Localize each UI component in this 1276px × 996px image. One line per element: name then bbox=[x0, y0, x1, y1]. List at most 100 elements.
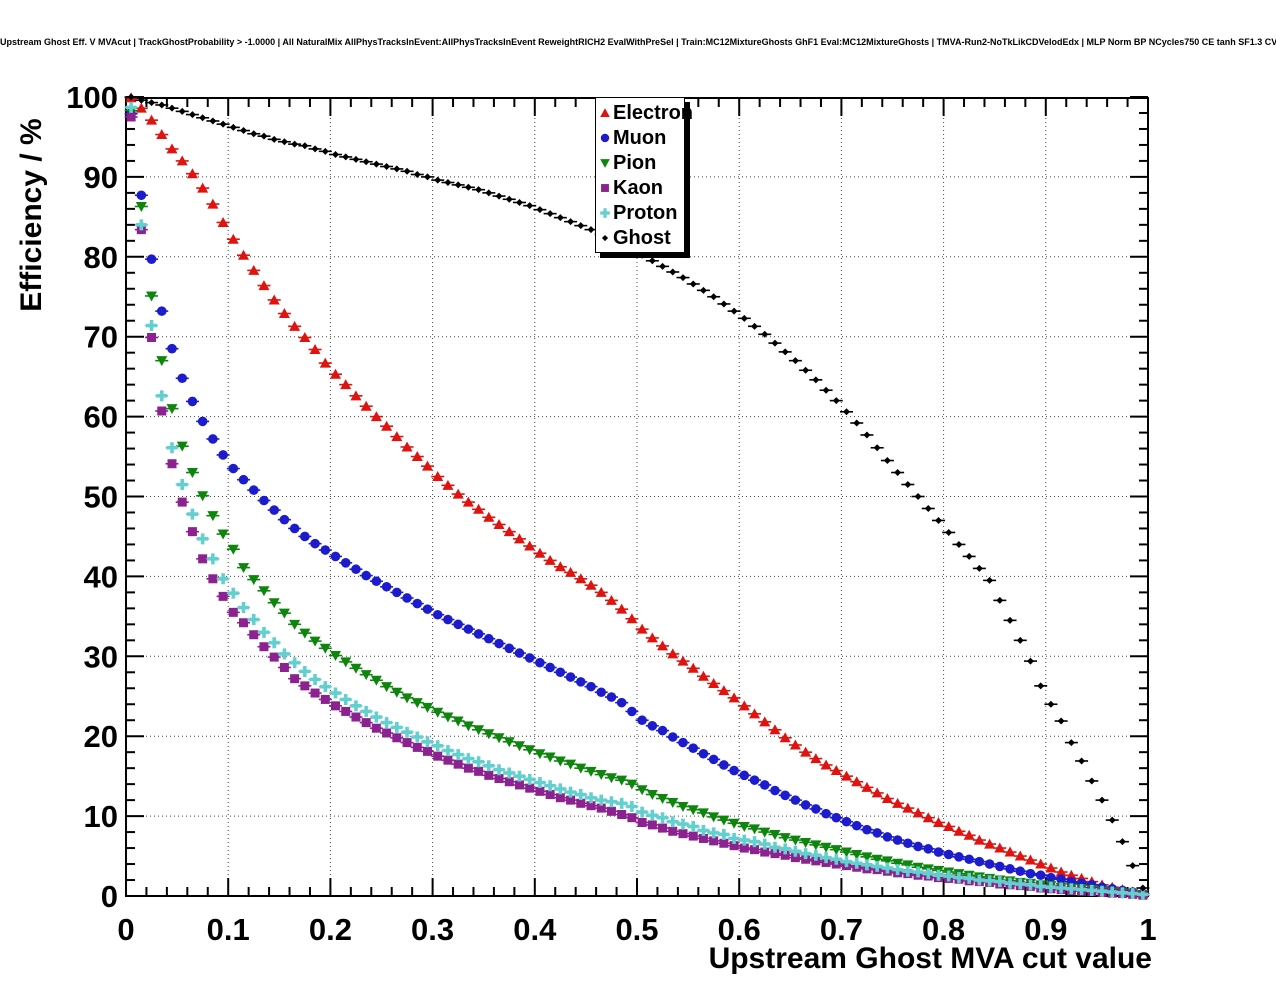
circle-marker bbox=[463, 624, 474, 634]
diamond-marker bbox=[270, 135, 278, 143]
triangle-up-marker bbox=[227, 233, 239, 244]
triangle-up-marker bbox=[973, 834, 985, 845]
triangle-up-marker bbox=[197, 182, 209, 193]
diamond-marker bbox=[1026, 657, 1034, 665]
plus-marker bbox=[657, 812, 669, 824]
triangle-up-marker bbox=[370, 411, 382, 422]
triangle-down-marker bbox=[135, 201, 147, 212]
triangle-down-marker bbox=[749, 824, 761, 835]
plus-marker bbox=[1116, 887, 1128, 899]
triangle-up-marker bbox=[289, 320, 301, 331]
triangle-up-marker bbox=[871, 787, 883, 798]
triangle-up-marker bbox=[779, 732, 791, 743]
triangle-up-marker bbox=[554, 561, 566, 572]
square-marker bbox=[601, 183, 609, 192]
square-marker bbox=[494, 774, 504, 784]
plus-marker bbox=[309, 673, 321, 685]
triangle-up-marker bbox=[769, 724, 781, 735]
circle-marker bbox=[300, 531, 310, 542]
circle-marker bbox=[177, 373, 188, 384]
triangle-up-marker bbox=[186, 168, 198, 179]
y-tick-label: 30 bbox=[84, 639, 118, 674]
plus-marker bbox=[156, 390, 168, 402]
plus-marker bbox=[871, 860, 883, 872]
square-marker bbox=[566, 795, 576, 805]
diamond-marker bbox=[250, 130, 258, 138]
legend-label: Electron bbox=[613, 101, 694, 124]
plus-marker bbox=[381, 717, 393, 729]
circle-marker bbox=[739, 770, 750, 781]
plus-marker bbox=[1065, 883, 1077, 895]
diamond-marker bbox=[567, 218, 575, 226]
diamond-marker bbox=[832, 397, 840, 405]
triangle-down-marker bbox=[176, 441, 188, 452]
circle-marker bbox=[412, 598, 423, 609]
triangle-down-marker bbox=[207, 511, 219, 522]
diamond-marker bbox=[321, 147, 329, 155]
triangle-up-icon bbox=[600, 107, 610, 117]
circle-marker bbox=[187, 396, 198, 407]
circle-marker bbox=[749, 775, 760, 785]
x-axis-title: Upstream Ghost MVA cut value bbox=[708, 942, 1152, 975]
plus-marker bbox=[217, 573, 229, 585]
triangle-up-marker bbox=[217, 216, 229, 227]
square-marker bbox=[187, 527, 197, 537]
square-marker bbox=[555, 793, 565, 803]
diamond-marker bbox=[383, 163, 391, 171]
circle-marker bbox=[892, 835, 903, 845]
diamond-marker bbox=[996, 596, 1004, 604]
triangle-up-marker bbox=[575, 573, 587, 584]
circle-marker bbox=[371, 576, 382, 586]
triangle-up-marker bbox=[708, 677, 720, 688]
triangle-down-marker bbox=[217, 529, 229, 540]
circle-marker bbox=[156, 306, 167, 316]
square-marker bbox=[647, 820, 657, 830]
plus-marker bbox=[473, 756, 485, 768]
circle-marker bbox=[841, 816, 852, 827]
triangle-down-marker bbox=[759, 827, 771, 838]
triangle-down-marker bbox=[636, 785, 648, 796]
diamond-marker bbox=[1057, 717, 1065, 725]
diamond-marker bbox=[853, 419, 861, 427]
triangle-up-marker bbox=[462, 496, 474, 507]
circle-marker bbox=[351, 564, 361, 575]
square-marker bbox=[147, 332, 157, 342]
legend-item-kaon: Kaon bbox=[598, 176, 684, 200]
x-tick-label: 0.8 bbox=[922, 912, 965, 947]
triangle-up-marker bbox=[421, 460, 433, 471]
square-marker bbox=[545, 790, 555, 800]
triangle-up-marker bbox=[544, 554, 556, 565]
circle-marker bbox=[708, 754, 719, 765]
square-marker bbox=[535, 786, 545, 796]
triangle-up-marker bbox=[452, 488, 464, 499]
triangle-down-marker bbox=[667, 798, 679, 809]
triangle-up-marker bbox=[442, 479, 454, 490]
series-ghost bbox=[124, 93, 1150, 892]
diamond-marker bbox=[914, 493, 922, 500]
circle-marker bbox=[729, 765, 739, 776]
y-tick-label: 10 bbox=[84, 799, 118, 834]
square-marker bbox=[402, 738, 412, 748]
triangle-up-marker bbox=[697, 670, 709, 681]
diamond-marker bbox=[1078, 757, 1086, 765]
triangle-up-marker bbox=[1004, 846, 1016, 857]
diamond-marker bbox=[444, 178, 452, 186]
circle-marker bbox=[1035, 870, 1046, 881]
plus-marker bbox=[1106, 886, 1118, 898]
triangle-down-marker bbox=[248, 575, 260, 586]
circle-marker bbox=[545, 662, 555, 673]
circle-marker bbox=[974, 856, 985, 867]
square-marker bbox=[617, 810, 627, 820]
diamond-marker bbox=[802, 366, 810, 374]
square-marker bbox=[208, 574, 218, 584]
legend-label: Muon bbox=[613, 126, 667, 149]
square-marker bbox=[361, 718, 371, 728]
triangle-down-marker bbox=[585, 766, 597, 777]
triangle-down-marker bbox=[646, 790, 658, 801]
circle-marker bbox=[494, 638, 504, 649]
triangle-up-marker bbox=[892, 797, 904, 808]
triangle-up-marker bbox=[381, 420, 393, 431]
diamond-marker bbox=[158, 101, 166, 109]
diamond-marker bbox=[475, 186, 483, 194]
plus-marker bbox=[462, 753, 474, 765]
